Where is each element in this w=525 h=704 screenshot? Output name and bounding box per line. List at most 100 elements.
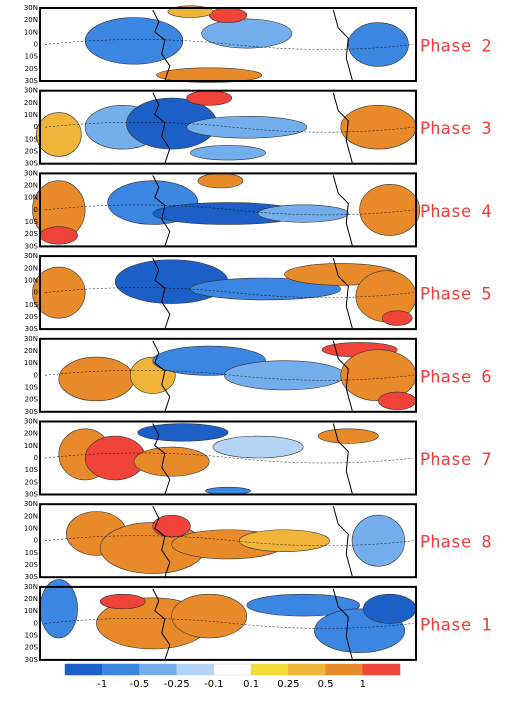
latitude-label: 30S — [25, 325, 39, 333]
coastline — [152, 9, 171, 82]
phase-label: Phase 1 — [420, 615, 492, 635]
latitude-label: 30S — [25, 408, 39, 416]
phase-label: Phase 2 — [420, 37, 492, 57]
map-frame — [39, 503, 417, 579]
coastline — [152, 340, 171, 412]
latitude-label: 0 — [34, 619, 38, 627]
latitude-label: 20N — [24, 182, 38, 190]
latitude-label: 0 — [34, 537, 38, 545]
anomaly-region — [39, 226, 78, 245]
latitude-label: 30N — [24, 252, 38, 260]
phase-label: Phase 4 — [420, 202, 492, 222]
latitude-label: 30N — [24, 87, 38, 95]
coastline — [332, 92, 353, 163]
latitude-label: 10N — [24, 607, 38, 615]
anomaly-region — [197, 173, 244, 189]
colorbar-label: -1 — [97, 679, 107, 690]
anomaly-region — [205, 486, 251, 495]
coastline — [332, 9, 353, 81]
map-frame — [39, 420, 417, 496]
map-panel: 30N 20N 10N 0 10S 20S 30S Phase 1 — [24, 579, 492, 664]
anomaly-region — [351, 514, 406, 567]
anomaly-region — [39, 579, 78, 639]
latitude-label: 30S — [25, 160, 39, 168]
latitude-label: 20N — [24, 264, 38, 272]
latitude-label: 20S — [25, 313, 39, 321]
colorbar-swatch — [250, 663, 289, 676]
colorbar-swatch — [325, 663, 364, 676]
map-panel: 30N 20N 10N 0 10S 20S 30S Phase 7 — [24, 418, 492, 499]
latitude-label: 30S — [25, 242, 39, 250]
contour — [44, 370, 414, 381]
latitude-label: 10N — [24, 194, 38, 202]
anomaly-region — [58, 356, 135, 402]
coastline — [332, 588, 353, 660]
map-frame — [39, 172, 417, 248]
map-frame — [39, 255, 417, 331]
phase-label: Phase 3 — [420, 119, 492, 139]
colorbar-label: 1 — [360, 679, 366, 690]
latitude-label: 0 — [34, 371, 38, 379]
coastline — [152, 92, 171, 164]
latitude-label: 20N — [24, 512, 38, 520]
latitude-label: 10N — [24, 276, 38, 284]
colorbar-label: 0.25 — [277, 679, 299, 690]
anomaly-region — [156, 67, 263, 83]
map-panel: 30N 20N 10N 0 10S 20S 30S Phase 3 — [24, 87, 492, 168]
anomaly-region — [137, 423, 229, 442]
contour — [44, 618, 414, 629]
latitude-label: 10S — [25, 301, 39, 309]
coastline — [332, 175, 353, 246]
anomaly-region — [340, 104, 417, 150]
coastline — [152, 423, 171, 495]
anomaly-region — [348, 22, 409, 67]
latitude-label: 20S — [25, 561, 39, 569]
coastline — [332, 340, 353, 411]
colorbar-swatch — [288, 663, 326, 676]
map-panel: 30N 20N 10N 0 10S 20S 30S Phase 8 — [24, 500, 492, 581]
latitude-label: 0 — [34, 206, 38, 214]
phase-label: Phase 6 — [420, 367, 492, 387]
latitude-label: 20S — [25, 478, 39, 486]
coastline — [332, 423, 353, 494]
contour — [44, 452, 414, 464]
phase-label: Phase 8 — [420, 533, 492, 553]
colorbar-swatch — [101, 663, 140, 676]
latitude-label: 10S — [25, 383, 39, 391]
latitude-label: 10S — [25, 218, 39, 226]
latitude-label: 0 — [34, 454, 38, 462]
coastline — [152, 257, 171, 330]
contour — [44, 535, 414, 546]
anomaly-region — [99, 593, 146, 610]
phase-label: Phase 7 — [420, 450, 492, 470]
map-panel: 30N 20N 10N 0 10S 20S 30S Phase 6 — [24, 335, 492, 416]
latitude-label: 20S — [25, 396, 39, 404]
anomaly-region — [171, 593, 248, 639]
latitude-label: 20N — [24, 16, 38, 24]
anomaly-region — [257, 204, 349, 223]
latitude-label: 30N — [24, 500, 38, 508]
anomaly-region — [186, 115, 308, 139]
map-frame — [39, 89, 417, 165]
contour — [44, 39, 414, 50]
latitude-label: 0 — [34, 123, 38, 131]
latitude-label: 10N — [24, 359, 38, 367]
map-frame — [39, 585, 417, 661]
contour — [44, 287, 414, 298]
latitude-label: 20N — [24, 595, 38, 603]
contour — [44, 121, 414, 133]
colorbar-label: -0.5 — [130, 679, 150, 690]
latitude-label: 10S — [25, 632, 39, 640]
anomaly-region — [363, 593, 417, 624]
coastline — [152, 175, 171, 247]
latitude-label: 30N — [24, 335, 38, 343]
anomaly-region — [378, 391, 417, 410]
colorbar-swatch — [176, 663, 215, 676]
latitude-label: 30S — [25, 77, 39, 85]
map-panel: 30N 20N 10N 0 10S 20S 30S Phase 4 — [24, 169, 492, 250]
latitude-label: 30N — [24, 169, 38, 177]
latitude-label: 20S — [25, 65, 39, 73]
latitude-label: 10N — [24, 442, 38, 450]
latitude-label: 10S — [25, 53, 39, 61]
latitude-label: 30S — [25, 573, 39, 581]
